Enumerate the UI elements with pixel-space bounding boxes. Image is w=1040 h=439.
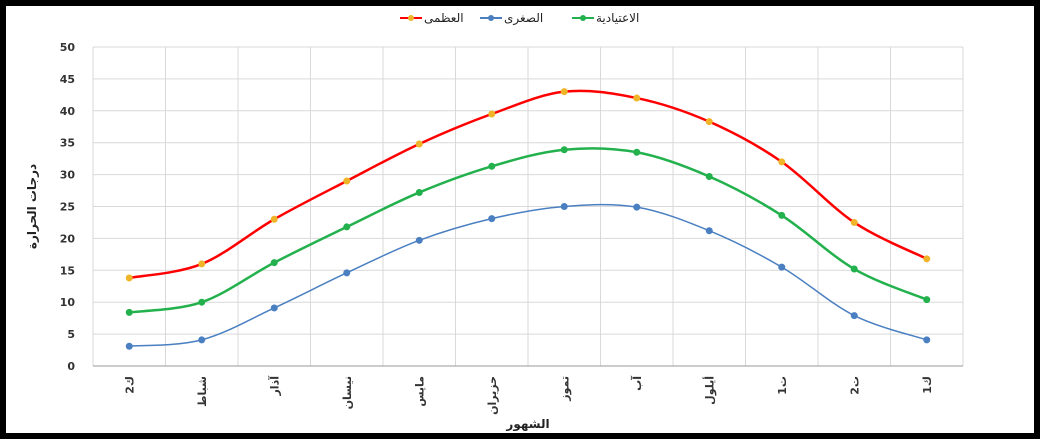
x-tick-label: أيلول [702,376,716,405]
series-line [129,89,928,280]
data-point [923,336,931,344]
y-tick-label: 5 [67,328,75,341]
data-point [778,158,786,166]
x-tick-label: ت2 [848,376,861,395]
data-point [923,255,931,263]
x-tick-label: ك2 [123,376,136,394]
y-tick-label: 45 [60,73,75,86]
data-point [633,203,641,211]
data-point [415,236,423,244]
data-point [560,146,568,154]
series-line [129,203,927,347]
legend-label: الاعتيادية [596,11,639,25]
y-tick-label: 0 [67,360,75,373]
y-tick-label: 35 [60,137,75,150]
x-tick-label: تموز [558,376,571,402]
data-point [633,94,641,102]
data-point [198,298,206,306]
data-point [850,265,858,273]
series-0 [125,88,931,282]
legend-item: العظمى [400,11,464,25]
series [125,88,931,350]
data-point [633,148,641,156]
data-point [705,173,713,181]
y-tick-label: 25 [60,201,75,214]
y-tick-label: 20 [60,232,76,245]
data-point [705,118,713,126]
data-point [488,215,496,223]
y-tick-label: 50 [60,41,76,54]
legend-item: الصغرى [480,11,543,26]
data-point [560,88,568,96]
legend-marker [408,15,414,21]
data-point [488,162,496,170]
x-tick-label: مايس [413,376,426,407]
legend-label: العظمى [424,11,464,25]
legend-marker [488,15,494,21]
data-point [198,260,206,268]
legend-label: الصغرى [504,11,543,26]
data-point [560,203,568,210]
x-tick-label: ت1 [776,376,789,395]
data-point [270,215,278,223]
data-point [850,312,858,320]
data-point [125,342,133,350]
series-2 [125,146,931,316]
data-point [778,263,786,271]
series-line [129,147,928,314]
data-point [125,308,133,316]
x-tick-label: ك1 [921,376,934,394]
data-point [343,223,351,231]
data-point [415,140,423,148]
data-point [270,259,278,267]
y-tick-label: 40 [60,105,76,118]
data-point [488,110,496,118]
data-point [198,336,206,344]
legend-marker [580,15,586,21]
series-1 [125,203,931,350]
data-point [343,269,351,277]
data-point [850,218,858,226]
data-point [270,304,278,312]
x-tick-label: نيسان [341,376,354,409]
data-point [343,177,351,185]
data-point [778,211,786,219]
legend-item: الاعتيادية [572,11,639,25]
data-point [923,296,931,304]
axes: 0 5 10 15 20 25 30 35 40 45 50 ك2 شباط آذار نيسان مايس ح… [60,41,963,415]
y-tick-label: 30 [60,169,76,182]
data-point [705,227,713,235]
y-tick-label: 10 [60,296,76,309]
x-axis-title: الشهور [505,417,549,432]
y-axis-title: درجات الحرارة [25,164,39,249]
x-tick-label: آب [630,376,644,391]
x-tick-label: حزيران [486,376,499,415]
x-tick-label: شباط [196,376,209,407]
y-tick-label: 15 [60,264,75,277]
legend: العظمى الصغرى الاعتيادية [400,11,639,26]
data-point [415,188,423,196]
x-tick-label: آذار [267,376,281,397]
data-point [125,274,133,282]
